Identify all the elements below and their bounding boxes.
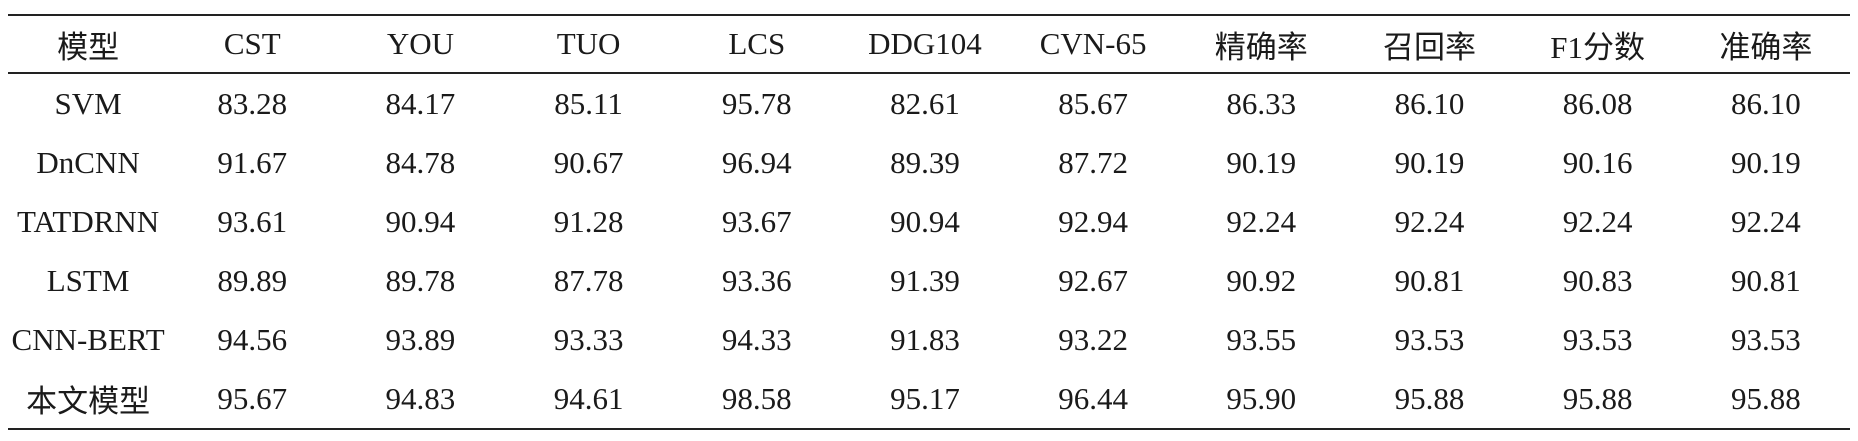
header-cst: CST bbox=[223, 26, 281, 61]
metric-cell: 86.08 bbox=[1562, 85, 1633, 121]
metric-cell: 85.67 bbox=[1058, 85, 1128, 121]
metric-cell: 86.10 bbox=[1730, 85, 1801, 121]
metric-cell: 90.19 bbox=[1394, 144, 1465, 180]
table-row: 本文模型 95.67 94.83 94.61 98.58 95.17 96.44 95.90 9… bbox=[8, 369, 1850, 429]
metric-cell: 95.90 bbox=[1226, 380, 1297, 416]
metric-cell: 92.94 bbox=[1058, 203, 1128, 239]
header-recall: 召回率 bbox=[1382, 29, 1476, 65]
model-name-cell: TATDRNN bbox=[16, 203, 160, 239]
metric-cell: 96.44 bbox=[1058, 380, 1128, 416]
metric-cell: 90.83 bbox=[1562, 262, 1633, 298]
header-model: 模型 bbox=[57, 29, 120, 65]
metric-cell: 90.92 bbox=[1226, 262, 1297, 298]
header-cvn65: CVN-65 bbox=[1039, 26, 1147, 61]
header-lcs: LCS bbox=[728, 26, 786, 61]
metric-cell: 95.78 bbox=[721, 85, 792, 121]
metric-cell: 89.39 bbox=[890, 144, 960, 180]
metric-cell: 89.89 bbox=[217, 262, 288, 298]
metric-cell: 90.94 bbox=[890, 203, 960, 239]
model-name-cell: 本文模型 bbox=[26, 384, 151, 419]
metric-cell: 84.17 bbox=[385, 85, 456, 121]
metric-cell: 94.83 bbox=[385, 380, 456, 416]
table-row: CNN-BERT 94.56 93.89 93.33 94.33 91.83 93.22 93… bbox=[8, 310, 1850, 369]
table-row: SVM 83.28 84.17 85.11 95.78 82.61 85.67 86.33 86… bbox=[8, 73, 1850, 133]
results-table: 模型 CST YOU TUO LCS DDG104 CVN-65 精确率 召回率… bbox=[8, 14, 1850, 430]
metric-cell: 85.11 bbox=[554, 85, 623, 121]
metric-cell: 93.33 bbox=[553, 321, 624, 357]
metric-cell: 98.58 bbox=[721, 380, 792, 416]
metric-cell: 92.24 bbox=[1226, 203, 1297, 239]
metric-cell: 91.28 bbox=[553, 203, 624, 239]
model-name-cell: DnCNN bbox=[36, 144, 140, 180]
metric-cell: 90.67 bbox=[553, 144, 624, 180]
metric-cell: 93.22 bbox=[1058, 321, 1128, 357]
metric-cell: 92.67 bbox=[1058, 262, 1128, 298]
model-name-cell: LSTM bbox=[46, 262, 130, 298]
metric-cell: 91.83 bbox=[890, 321, 960, 357]
metric-cell: 95.67 bbox=[217, 380, 288, 416]
metric-cell: 94.33 bbox=[721, 321, 792, 357]
metric-cell: 90.81 bbox=[1394, 262, 1465, 298]
metric-cell: 95.88 bbox=[1394, 380, 1465, 416]
metric-cell: 93.55 bbox=[1226, 321, 1297, 357]
metric-cell: 86.10 bbox=[1394, 85, 1465, 121]
table-row: TATDRNN 93.61 90.94 91.28 93.67 90.94 92.94 92.… bbox=[8, 192, 1850, 251]
metric-cell: 83.28 bbox=[217, 85, 288, 121]
table-body: SVM 83.28 84.17 85.11 95.78 82.61 85.67 86.33 86… bbox=[8, 73, 1850, 429]
model-name-cell: SVM bbox=[54, 85, 122, 121]
header-ddg104: DDG104 bbox=[868, 26, 982, 61]
table-row: DnCNN 91.67 84.78 90.67 96.94 89.39 87.72 90.19… bbox=[8, 133, 1850, 192]
metric-cell: 93.36 bbox=[721, 262, 792, 298]
metric-cell: 94.56 bbox=[217, 321, 288, 357]
header-accuracy: 准确率 bbox=[1719, 29, 1813, 65]
metric-cell: 89.78 bbox=[385, 262, 456, 298]
metric-cell: 87.72 bbox=[1058, 144, 1128, 180]
header-precision: 精确率 bbox=[1214, 29, 1308, 65]
metric-cell: 91.67 bbox=[217, 144, 288, 180]
metric-cell: 82.61 bbox=[890, 85, 960, 121]
metric-cell: 93.61 bbox=[217, 203, 288, 239]
header-f1: F1分数 bbox=[1550, 29, 1645, 65]
metric-cell: 92.24 bbox=[1730, 203, 1801, 239]
metric-cell: 90.81 bbox=[1730, 262, 1801, 298]
header-tuo: TUO bbox=[556, 26, 621, 61]
model-name-cell: CNN-BERT bbox=[11, 321, 165, 357]
metric-cell: 93.53 bbox=[1562, 321, 1633, 357]
metric-cell: 90.16 bbox=[1562, 144, 1633, 180]
metric-cell: 93.53 bbox=[1394, 321, 1465, 357]
table-row: LSTM 89.89 89.78 87.78 93.36 91.39 92.67 90.92 9… bbox=[8, 251, 1850, 310]
metric-cell: 91.39 bbox=[890, 262, 960, 298]
metric-cell: 94.61 bbox=[553, 380, 624, 416]
metric-cell: 93.89 bbox=[385, 321, 456, 357]
metric-cell: 92.24 bbox=[1562, 203, 1633, 239]
metric-cell: 87.78 bbox=[553, 262, 624, 298]
metric-cell: 95.88 bbox=[1730, 380, 1801, 416]
metric-cell: 90.94 bbox=[385, 203, 456, 239]
metric-cell: 92.24 bbox=[1394, 203, 1465, 239]
metric-cell: 95.17 bbox=[890, 380, 960, 416]
metric-cell: 93.67 bbox=[721, 203, 792, 239]
metric-cell: 96.94 bbox=[721, 144, 792, 180]
metric-cell: 90.19 bbox=[1226, 144, 1297, 180]
metric-cell: 90.19 bbox=[1730, 144, 1801, 180]
metric-cell: 84.78 bbox=[385, 144, 456, 180]
results-table-container: 模型 CST YOU TUO LCS DDG104 CVN-65 精确率 召回率… bbox=[8, 14, 1850, 430]
table-header-row: 模型 CST YOU TUO LCS DDG104 CVN-65 精确率 召回率… bbox=[8, 15, 1850, 73]
metric-cell: 93.53 bbox=[1730, 321, 1801, 357]
header-you: YOU bbox=[386, 26, 455, 61]
metric-cell: 95.88 bbox=[1562, 380, 1633, 416]
metric-cell: 86.33 bbox=[1226, 85, 1297, 121]
